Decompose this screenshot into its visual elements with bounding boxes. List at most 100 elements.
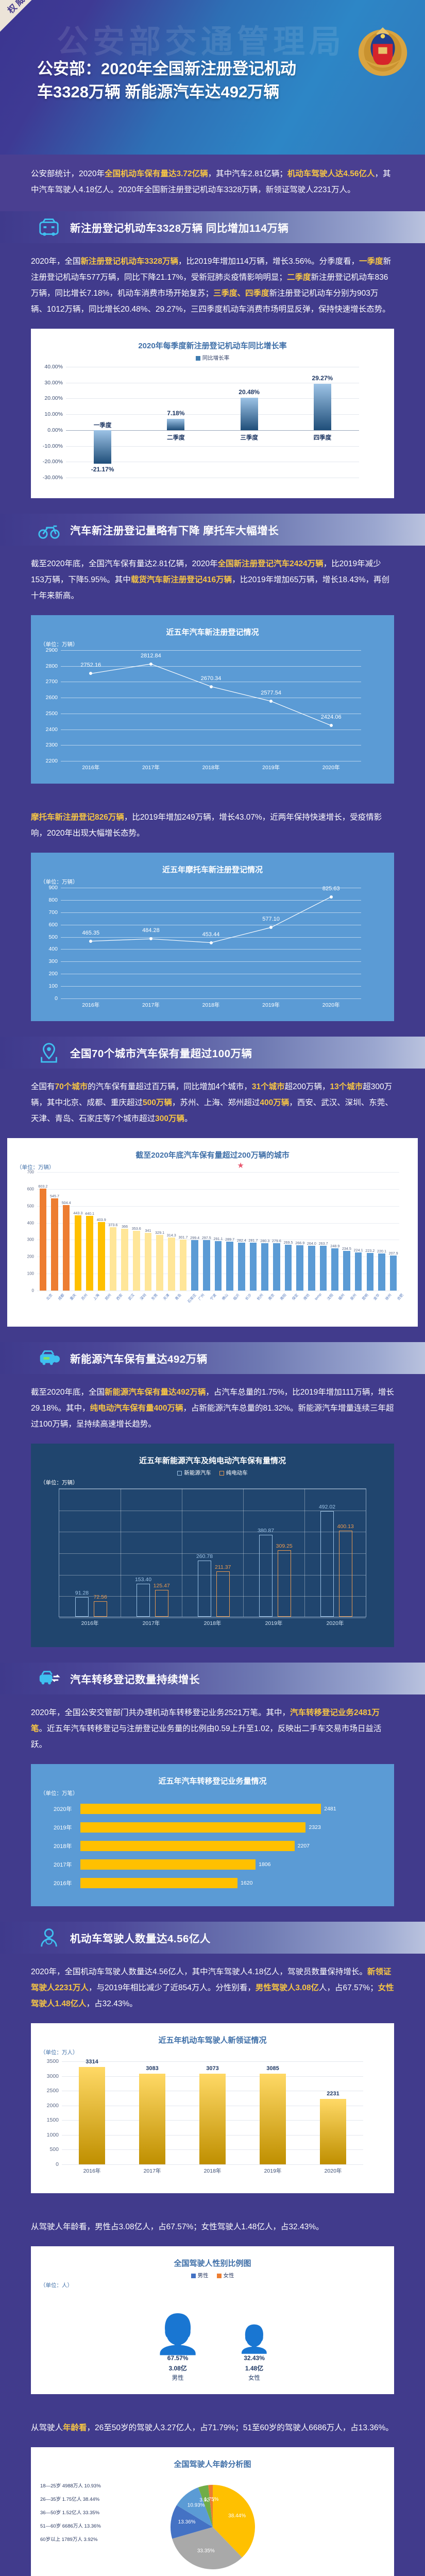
chart-unit: （单位：万辆） <box>40 641 78 648</box>
pie-slice <box>212 2485 255 2557</box>
x-axis-label: 2019年 <box>262 1002 280 1008</box>
data-point <box>269 926 273 929</box>
gridline-vertical <box>243 1489 244 1617</box>
y-axis-label: 500 <box>48 934 58 940</box>
y-axis-label: 0 <box>55 995 58 1002</box>
x-axis-label: 2016年 <box>83 2168 101 2174</box>
bar <box>97 1222 105 1291</box>
chart-title: 近五年新能源汽车及纯电动汽车保有量情况 <box>139 1456 286 1465</box>
y-axis-label: 2200 <box>45 758 58 764</box>
chart-title: 2020年每季度新注册登记机动车同比增长率 <box>138 342 287 350</box>
data-point-label: 484.28 <box>142 927 160 934</box>
x-axis-label: 2020年 <box>326 1620 344 1626</box>
bar-value-label: 309.25 <box>276 1543 293 1550</box>
y-axis-label: 3000 <box>46 2073 59 2079</box>
bar-value-label: 1620 <box>241 1880 253 1886</box>
bar <box>155 1589 168 1617</box>
bar <box>144 1232 152 1291</box>
data-point-label: 2577.54 <box>261 690 281 697</box>
bar <box>62 1205 70 1291</box>
y-axis-label: 2020年 <box>54 1806 72 1812</box>
y-axis-label: -30.00% <box>42 474 63 481</box>
hero-watermark: 公安部交通管理局 <box>57 24 346 60</box>
bar-value-label: 403.9 <box>96 1217 106 1223</box>
chart-card-car-5y: 近五年汽车新注册登记情况 （单位：万辆） 2900 2800 2700 2600 250… <box>31 615 394 784</box>
bar-track: 1620 <box>80 1878 371 1888</box>
bar-value-label: 297.5 <box>201 1235 211 1241</box>
bar <box>277 1550 291 1617</box>
pie-slice <box>208 2485 213 2527</box>
bar <box>39 1188 47 1291</box>
chart-unit: （单位：万辆） <box>16 1164 55 1171</box>
bar-value-label: 125.47 <box>153 1582 170 1589</box>
pie-slice-label: 38.44% <box>228 2513 246 2519</box>
bar <box>273 1243 280 1291</box>
bar-value-label: 2207 <box>297 1843 310 1849</box>
bar-value-label: 299.4 <box>190 1235 200 1240</box>
section-paragraph-drivers: 2020年，全国机动车驾驶人数量达4.56亿人，其中汽车驾驶人4.18亿人，驾驶… <box>31 1968 394 2008</box>
pie-slice-label: 33.35% <box>197 2548 214 2554</box>
y-axis-label: 2600 <box>45 694 58 701</box>
bar <box>197 1561 212 1617</box>
bar <box>132 1230 140 1291</box>
bar-value-label: 266.9 <box>295 1241 305 1246</box>
page-title-line2: 车3328万辆 新能源汽车达492万辆 <box>37 82 280 101</box>
x-axis-label: 2017年 <box>142 1620 160 1626</box>
gridline <box>37 1189 399 1190</box>
section-paragraph-new-energy: 截至2020年底，全国新能源汽车保有量达492万辆，占汽车总量的1.75%，比2… <box>31 1388 394 1429</box>
pie-slice-label: 1.75% <box>204 2497 218 2502</box>
y-axis-label: 1500 <box>46 2117 59 2124</box>
section-paragraph-age: 从驾驶人年龄看，26至50岁的驾驶人3.27亿人，占71.79%；51至60岁的… <box>31 2424 394 2432</box>
chart-card-transfer: 近五年汽车转移登记业务量情况 （单位：万笔） 2020年 2481 2019年 232… <box>31 1764 394 1906</box>
bar <box>319 2098 347 2164</box>
y-axis-label: 100 <box>48 983 58 990</box>
category-label: 三季度 <box>240 434 258 441</box>
bar <box>259 1535 273 1617</box>
gender-column-female: 👤 32.43% 1.48亿 女性 <box>237 2326 271 2382</box>
chart-card-quarterly-growth: 2020年每季度新注册登记机动车同比增长率 同比增长率 40.00% 30.00%… <box>31 329 394 498</box>
gridline <box>61 900 361 901</box>
bar <box>240 397 258 430</box>
data-point <box>209 685 213 688</box>
data-point <box>89 939 93 943</box>
y-axis-label: 2800 <box>45 663 58 669</box>
section-title: 汽车转移登记数量持续增长 <box>70 1674 200 1686</box>
gender-pictograph: 👤 67.57% 3.08亿 男性 👤 32.43% 1.48亿 女性 <box>38 2289 387 2387</box>
bar-row: 2018年 2207 <box>54 1838 371 1854</box>
chart-title: 截至2020年底汽车保有量超过200万辆的城市 <box>135 1151 290 1160</box>
bar <box>214 1241 222 1291</box>
y-axis-label: 40.00% <box>44 364 63 370</box>
bar-track: 2207 <box>80 1841 371 1851</box>
x-axis-label: 2018年 <box>202 765 220 771</box>
intro-highlight-2: 机动车驾驶人达4.56亿人 <box>287 170 375 178</box>
chart-card-driver-age: 全国驾驶人年龄分析图 38.44% 33.35% 13.36% 10.93% 3.92%… <box>31 2447 394 2576</box>
chart-unit: （单位：人） <box>40 2282 73 2289</box>
section-title: 全国70个城市汽车保有量超过100万辆 <box>70 1048 252 1060</box>
data-point <box>149 662 152 666</box>
y-axis-label: 500 <box>49 2146 59 2153</box>
y-axis-label: -20.00% <box>42 459 63 465</box>
bar <box>94 430 112 464</box>
y-axis-label: 200 <box>48 971 58 977</box>
data-point-label: 577.10 <box>262 916 280 923</box>
y-axis-label: 600 <box>27 1187 34 1192</box>
bar-value-label: 223.2 <box>365 1248 375 1253</box>
bar <box>74 1215 82 1291</box>
motorcycle-icon <box>38 525 60 539</box>
intro-text-2: ，其中汽车2.81亿辆； <box>208 170 287 178</box>
data-point <box>209 941 213 944</box>
y-axis-label: 0.00% <box>47 427 63 433</box>
bar-value-label: -21.17% <box>91 465 114 473</box>
bar-value-label: 91.28 <box>75 1589 89 1596</box>
x-axis-label: 2016年 <box>82 1002 100 1008</box>
y-axis-label: 900 <box>48 885 58 891</box>
bar <box>139 2073 166 2164</box>
y-axis-label: 30.00% <box>44 379 63 386</box>
gridline <box>61 961 361 962</box>
pie-slice <box>176 2487 213 2527</box>
ribbon-label: 权威发布 <box>4 0 44 16</box>
bar-value-label: 440.1 <box>85 1211 95 1216</box>
gridline <box>61 666 361 667</box>
bar-value-label: 248.9 <box>330 1244 340 1249</box>
y-axis-label: 2018年 <box>54 1843 72 1850</box>
